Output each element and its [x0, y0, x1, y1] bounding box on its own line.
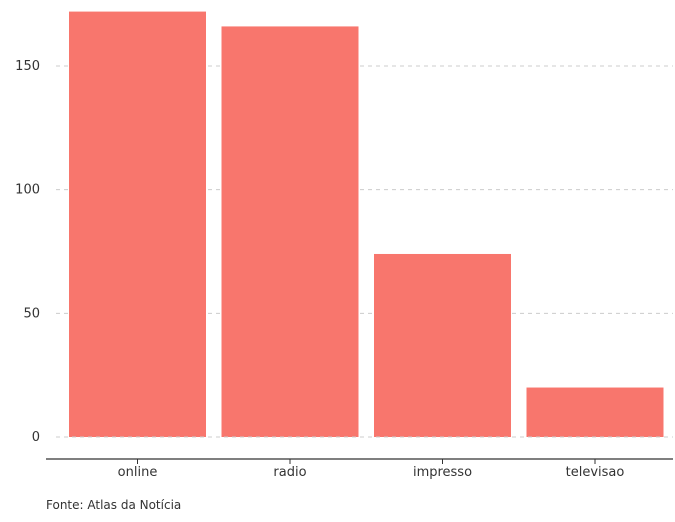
bar-online — [69, 11, 206, 437]
bar-radio — [221, 26, 359, 437]
x-tick-label-online: online — [118, 465, 158, 480]
y-tick-label-150: 150 — [15, 59, 40, 74]
y-tick-label-50: 50 — [23, 306, 40, 321]
y-tick-label-100: 100 — [15, 183, 40, 198]
y-tick-label-0: 0 — [32, 430, 40, 445]
y-tick-labels: 0 50 100 150 — [15, 59, 40, 445]
bar-impresso — [374, 253, 511, 437]
bars — [69, 11, 664, 437]
x-tick-label-radio: radio — [273, 465, 306, 480]
x-tick-label-televisao: televisao — [566, 465, 625, 480]
gridlines — [56, 65, 673, 314]
bar-televisao — [526, 387, 664, 437]
chart-caption: Fonte: Atlas da Notícia — [46, 498, 182, 512]
x-tick-labels: online radio impresso televisao — [118, 459, 625, 480]
x-tick-label-impresso: impresso — [413, 465, 472, 480]
